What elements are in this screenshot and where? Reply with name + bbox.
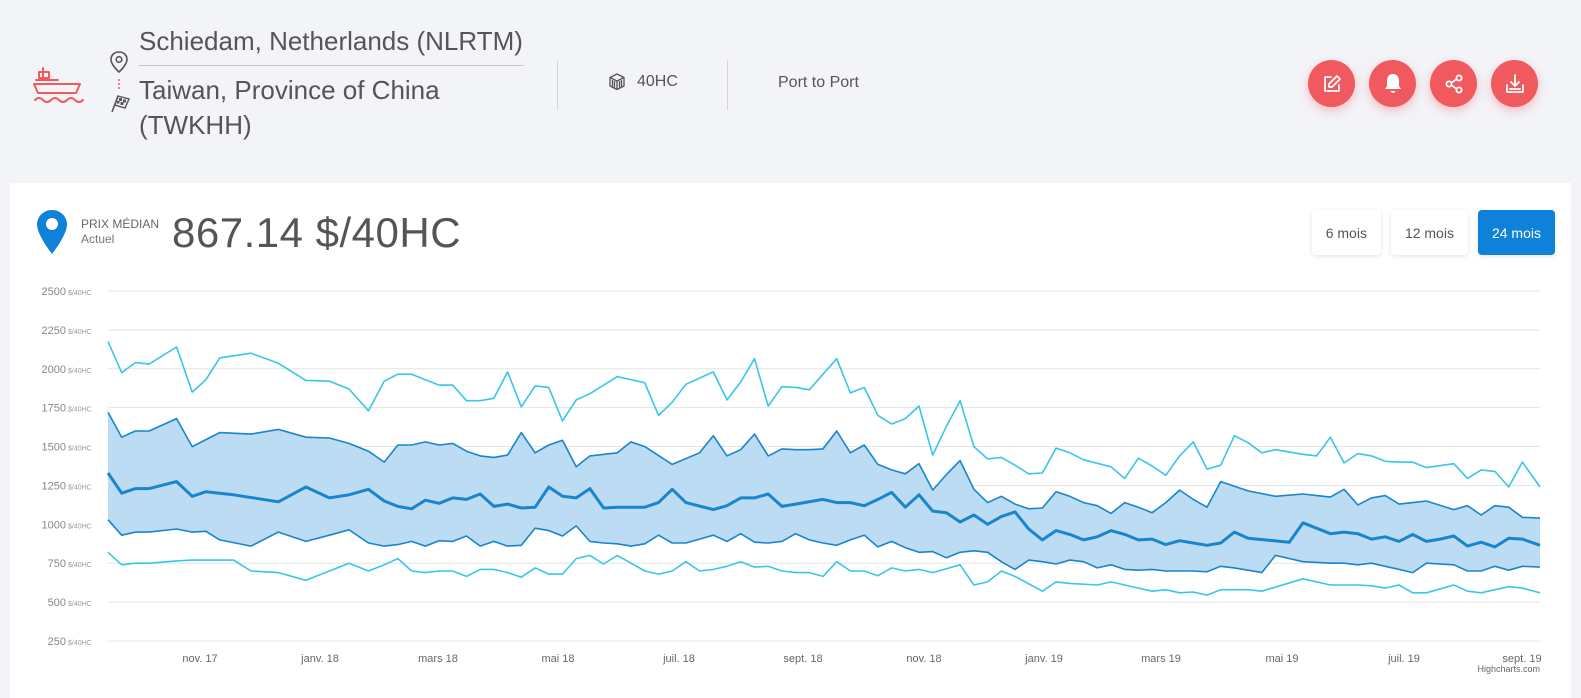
- x-tick-label: sept. 18: [783, 653, 822, 665]
- edit-icon: [1323, 74, 1341, 92]
- y-tick-unit: $/40HC: [68, 407, 92, 414]
- x-tick-label: mai 19: [1265, 653, 1298, 665]
- divider: [727, 60, 728, 110]
- series-line-outer-upper: [107, 341, 1541, 488]
- x-tick-label: nov. 17: [182, 653, 217, 665]
- interquartile-band: [108, 412, 1540, 573]
- x-tick-label: janv. 19: [1024, 653, 1063, 665]
- series-line-inner-lower: [107, 519, 1541, 574]
- chart-credits[interactable]: Highcharts.com: [1477, 664, 1540, 674]
- download-icon: [1505, 73, 1524, 93]
- y-tick-label: 2500: [42, 286, 66, 298]
- container-icon: [609, 73, 625, 91]
- destination-port: Taiwan, Province of China (TWKHH): [139, 75, 440, 140]
- y-tick-label: 1500: [42, 442, 66, 454]
- edit-button[interactable]: [1308, 60, 1355, 107]
- median-price-value: 867.14 $/40HC: [172, 209, 462, 256]
- current-label: Actuel: [81, 232, 115, 246]
- route-dots: [118, 79, 120, 89]
- y-tick-label: 250: [48, 636, 66, 648]
- ship-icon: [33, 67, 84, 103]
- x-tick-label: juil. 19: [1387, 653, 1420, 665]
- chart-band: [108, 412, 1540, 573]
- route-header: Schiedam, Netherlands (NLRTM) Taiwan, Pr…: [0, 0, 1581, 182]
- y-tick-unit: $/40HC: [68, 329, 92, 336]
- y-tick-unit: $/40HC: [68, 601, 92, 608]
- container-type-label: 40HC: [637, 73, 678, 90]
- y-tick-unit: $/40HC: [68, 446, 92, 453]
- y-tick-label: 750: [48, 558, 66, 570]
- alert-button[interactable]: [1369, 60, 1416, 107]
- x-tick-label: mars 18: [418, 653, 458, 665]
- divider: [557, 60, 558, 110]
- transport-mode: Port to Port: [778, 74, 859, 91]
- x-tick-label: nov. 18: [906, 653, 941, 665]
- location-pin-icon: [110, 51, 128, 74]
- range-24-months-button[interactable]: 24 mois: [1477, 210, 1555, 255]
- y-tick-label: 1000: [42, 519, 66, 531]
- route-icons: [110, 51, 130, 113]
- x-tick-label: mars 19: [1141, 653, 1181, 665]
- y-tick-unit: $/40HC: [68, 562, 92, 569]
- price-label: PRIX MÉDIAN Actuel: [81, 217, 159, 247]
- action-buttons: [1308, 60, 1538, 107]
- x-tick-label: sept. 19: [1502, 653, 1541, 665]
- checkered-flag-icon: [111, 95, 130, 113]
- series-line-median: [106, 472, 1541, 549]
- y-tick-unit: $/40HC: [68, 523, 92, 530]
- range-6-months-button[interactable]: 6 mois: [1311, 210, 1381, 255]
- y-tick-unit: $/40HC: [68, 484, 92, 491]
- y-tick-label: 1250: [42, 480, 66, 492]
- y-tick-unit: $/40HC: [68, 368, 92, 375]
- y-tick-unit: $/40HC: [68, 290, 92, 297]
- share-icon: [1445, 74, 1462, 93]
- y-tick-label: 1750: [42, 403, 66, 415]
- download-button[interactable]: [1491, 60, 1538, 107]
- series-line-inner-upper: [107, 411, 1541, 519]
- origin-port: Schiedam, Netherlands (NLRTM): [139, 26, 524, 66]
- location-pin-icon: [37, 210, 67, 254]
- time-range-selector: 6 mois 12 mois 24 mois: [1311, 210, 1555, 255]
- y-tick-unit: $/40HC: [68, 640, 92, 647]
- chart-lines: [106, 341, 1541, 596]
- range-12-months-button[interactable]: 12 mois: [1390, 210, 1468, 255]
- y-tick-label: 2000: [42, 364, 66, 376]
- bell-icon: [1384, 73, 1401, 93]
- x-tick-label: janv. 18: [300, 653, 339, 665]
- container-type: 40HC: [607, 72, 678, 92]
- y-tick-label: 500: [48, 597, 66, 609]
- x-tick-label: mai 18: [541, 653, 574, 665]
- share-button[interactable]: [1430, 60, 1477, 107]
- price-history-card: PRIX MÉDIAN Actuel 867.14 $/40HC 6 mois …: [10, 183, 1571, 698]
- median-price-label: PRIX MÉDIAN: [81, 217, 160, 231]
- x-tick-label: juil. 18: [662, 653, 695, 665]
- series-line-outer-lower: [107, 551, 1541, 596]
- x-axis: nov. 17 janv. 18 mars 18 mai 18 juil. 18 sept…: [182, 653, 1541, 665]
- y-tick-label: 2250: [42, 325, 66, 337]
